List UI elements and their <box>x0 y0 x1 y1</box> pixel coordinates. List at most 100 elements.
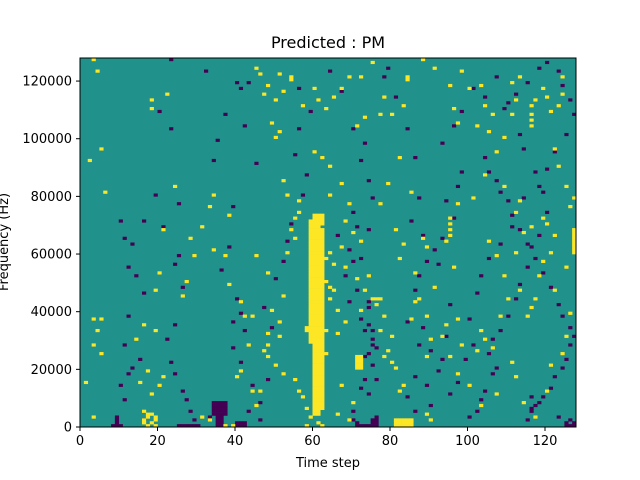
heatmap-cell-low <box>231 205 236 209</box>
heatmap-cell-high <box>316 331 321 336</box>
heatmap-cell-high <box>304 424 309 428</box>
heatmap-cell-high <box>308 222 313 226</box>
heatmap-cell-low <box>165 337 170 341</box>
heatmap-cell-high <box>312 233 317 238</box>
heatmap-cell-low <box>552 375 557 379</box>
heatmap-cell-low <box>126 372 131 376</box>
heatmap-cell-high <box>320 239 325 243</box>
heatmap-cell-high <box>316 279 321 284</box>
heatmap-cell-high <box>269 308 275 312</box>
heatmap-cell-low <box>130 242 135 246</box>
heatmap-cell-high <box>266 271 271 275</box>
heatmap-cell-high <box>308 297 313 301</box>
heatmap-cell-high <box>320 392 325 396</box>
heatmap-cell-low <box>169 360 174 364</box>
heatmap-cell-high <box>320 219 325 223</box>
heatmap-cell-high <box>533 98 538 102</box>
heatmap-cell-high <box>405 418 410 422</box>
heatmap-cell-high <box>316 225 321 229</box>
heatmap-cell-high <box>506 297 511 301</box>
heatmap-cell-high <box>153 328 158 333</box>
heatmap-cell-high <box>312 401 317 405</box>
heatmap-cell-high <box>568 205 573 209</box>
heatmap-cell-low <box>215 403 220 408</box>
heatmap-cell-high <box>165 92 170 96</box>
heatmap-cell-high <box>328 285 333 289</box>
heatmap-cell-high <box>316 406 321 410</box>
heatmap-cell-low <box>467 317 472 321</box>
heatmap-cell-low <box>525 265 530 269</box>
x-axis: 0 20 40 60 80 100 120 <box>76 427 557 449</box>
heatmap-cell-high <box>312 259 317 263</box>
heatmap-cell-high <box>529 104 534 108</box>
heatmap-cell-high <box>293 236 298 240</box>
heatmap-cell-high <box>320 303 325 307</box>
heatmap-cell-high <box>149 98 154 102</box>
heatmap-cell-high <box>320 401 325 405</box>
heatmap-cell-low <box>138 357 143 361</box>
x-axis-label: Time step <box>295 456 360 471</box>
heatmap-cell-high <box>316 254 321 258</box>
heatmap-cell-low <box>142 219 147 223</box>
heatmap-cell-high <box>316 340 321 344</box>
heatmap-cell-high <box>320 265 325 269</box>
heatmap-cell-low <box>370 424 375 428</box>
heatmap-cell-high <box>564 334 569 338</box>
heatmap-cell-low <box>235 424 240 428</box>
heatmap-cell-low <box>215 406 220 410</box>
heatmap-cell-high <box>320 386 325 390</box>
heatmap-cell-high <box>308 228 313 232</box>
heatmap-cell-high <box>320 259 325 263</box>
heatmap-cell-high <box>424 314 430 318</box>
y-axis-label: Frequency (Hz) <box>0 193 12 291</box>
heatmap-cell-low <box>564 132 569 137</box>
heatmap-cell-high <box>448 228 453 232</box>
heatmap-cell-low <box>235 81 240 85</box>
heatmap-cell-high <box>370 297 375 301</box>
heatmap-cell-high <box>362 115 368 119</box>
heatmap-cell-low <box>405 395 410 399</box>
heatmap-cell-high <box>312 331 317 336</box>
heatmap-cell-low <box>351 418 356 422</box>
heatmap-cell-high <box>343 320 348 324</box>
heatmap-cell-low <box>173 372 178 376</box>
heatmap-cell-low <box>483 389 488 393</box>
heatmap-cell-high <box>324 107 329 111</box>
heatmap-cell-high <box>312 320 317 324</box>
heatmap-cell-high <box>320 334 325 338</box>
heatmap-cell-high <box>541 86 546 91</box>
heatmap-cell-low <box>506 101 511 105</box>
heatmap-cell-high <box>223 424 228 428</box>
heatmap-cell-high <box>572 236 577 240</box>
heatmap-cell-high <box>312 305 317 310</box>
heatmap-cell-low <box>541 395 546 399</box>
x-tick-label: 0 <box>76 434 84 449</box>
heatmap-cell-high <box>560 352 565 356</box>
heatmap-cell-high <box>351 230 356 235</box>
heatmap-cell-high <box>548 251 554 255</box>
heatmap-cell-high <box>320 340 325 344</box>
heatmap-cell-high <box>312 317 317 321</box>
heatmap-cell-high <box>378 112 383 116</box>
heatmap-cell-low <box>238 424 244 428</box>
x-tick-label: 60 <box>304 434 321 449</box>
heatmap-cell-high <box>316 288 321 292</box>
heatmap-cell-high <box>316 334 321 338</box>
heatmap-cell-high <box>320 372 325 376</box>
heatmap-cell-high <box>572 196 577 200</box>
heatmap-cell-low <box>297 86 302 91</box>
heatmap-cell-high <box>475 124 480 128</box>
heatmap-cell-low <box>266 377 271 382</box>
heatmap-cell-low <box>494 366 499 370</box>
heatmap-cell-low <box>335 233 340 238</box>
heatmap-cell-high <box>142 409 147 413</box>
heatmap-cell-low <box>188 424 193 428</box>
heatmap-cell-high <box>316 98 321 102</box>
heatmap-cell-high <box>444 323 449 327</box>
x-tick-label: 40 <box>227 434 244 449</box>
heatmap-cell-high <box>320 383 325 387</box>
heatmap-cell-high <box>537 274 542 278</box>
heatmap-cell-high <box>312 354 317 359</box>
heatmap-cell-high <box>87 158 92 163</box>
heatmap-cell-high <box>188 236 193 240</box>
